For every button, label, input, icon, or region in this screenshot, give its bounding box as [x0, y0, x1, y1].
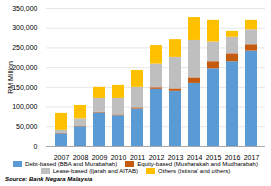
svg-text:2016: 2016: [225, 154, 241, 160]
svg-text:2015: 2015: [206, 154, 222, 160]
svg-text:250,000: 250,000: [12, 44, 37, 51]
html-text:Lease-based (Ijarah and AITAB): Lease-based (Ijarah and AITAB): [52, 168, 138, 174]
svg-text:2013: 2013: [168, 154, 184, 160]
svg-text:2009: 2009: [92, 154, 108, 160]
html-text:Source: Bank Negara Malaysia: Source: Bank Negara Malaysia: [5, 176, 93, 182]
svg-text:2007: 2007: [54, 154, 70, 160]
svg-text:50,000: 50,000: [16, 123, 38, 130]
svg-text:0: 0: [34, 143, 38, 150]
svg-text:300,000: 300,000: [12, 24, 37, 31]
svg-text:2011: 2011: [130, 154, 145, 160]
svg-text:2010: 2010: [111, 154, 127, 160]
svg-text:2008: 2008: [73, 154, 89, 160]
svg-text:150,000: 150,000: [12, 84, 37, 91]
svg-text:350,000: 350,000: [12, 5, 37, 12]
svg-text:2012: 2012: [149, 154, 165, 160]
svg-text:2017: 2017: [244, 154, 260, 160]
svg-text:100,000: 100,000: [12, 103, 37, 110]
html-text:Equity-based (Musharakah and M: Equity-based (Musharakah and Mudharabah): [137, 161, 258, 167]
svg-text:RM Million: RM Million: [7, 61, 14, 94]
svg-text:200,000: 200,000: [12, 64, 37, 71]
svg-text:2014: 2014: [187, 154, 203, 160]
html-text:Debt-based (BBA and Murabahah): Debt-based (BBA and Murabahah): [25, 161, 118, 167]
html-text:Others (Istisna' and others): Others (Istisna' and others): [158, 168, 231, 174]
